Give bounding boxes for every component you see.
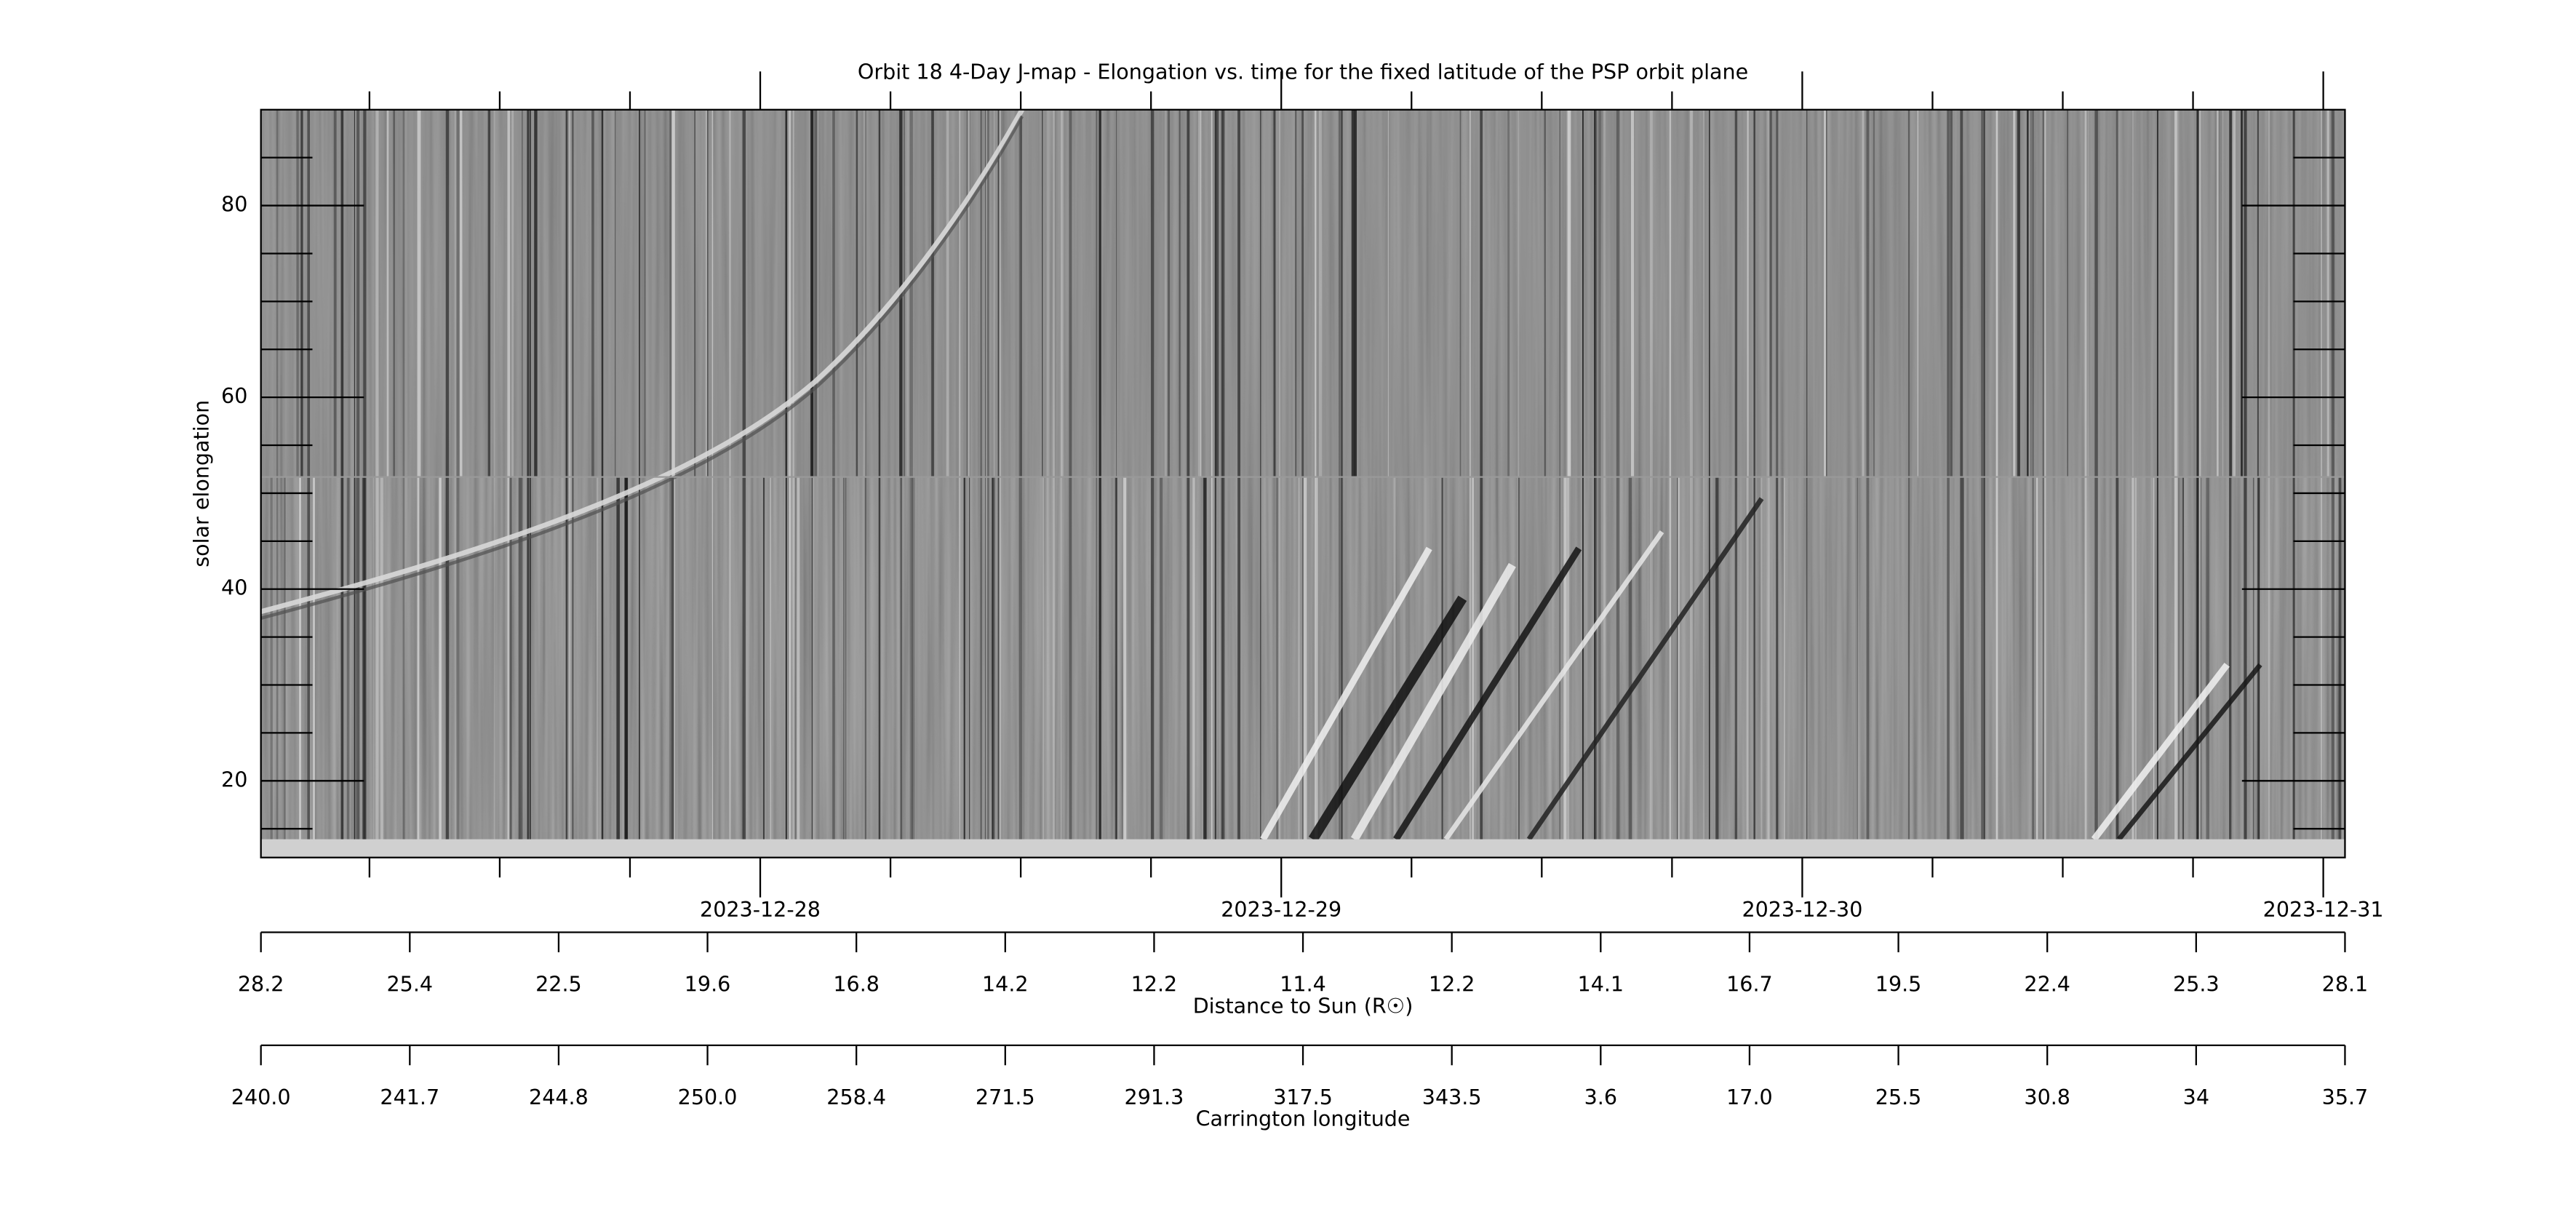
secondary-tick-label: 25.5 — [1875, 1085, 1922, 1109]
secondary-axis-label: Carrington longitude — [1196, 1107, 1411, 1131]
secondary-tick-label: 17.0 — [1726, 1085, 1773, 1109]
bright-track — [260, 109, 1024, 614]
secondary-tick-label: 14.1 — [1578, 972, 1624, 997]
secondary-tick-label: 35.7 — [2322, 1085, 2369, 1109]
secondary-tick-label: 16.7 — [1726, 972, 1773, 997]
secondary-tick-label: 3.6 — [1584, 1085, 1617, 1109]
y-tick-label: 20 — [221, 767, 247, 792]
x-tick-label: 2023-12-28 — [700, 897, 821, 922]
secondary-tick-label: 343.5 — [1422, 1085, 1482, 1109]
dark-track — [260, 115, 1024, 620]
chart-title: Orbit 18 4-Day J-map - Elongation vs. ti… — [858, 60, 1748, 84]
secondary-tick-label: 271.5 — [976, 1085, 1035, 1109]
axes: 20 40 60 80 2023-12-28 2023-12-29 2023-12-30 20… — [221, 71, 2384, 1131]
secondary-tick-label: 258.4 — [826, 1085, 886, 1109]
streaks — [270, 109, 2342, 858]
jmap-image — [260, 109, 2345, 858]
x-tick-label: 2023-12-31 — [2263, 897, 2384, 922]
secondary-tick-label: 317.5 — [1273, 1085, 1333, 1109]
secondary-tick-label: 240.0 — [231, 1085, 291, 1109]
occulter-strip — [260, 839, 2345, 858]
y-axis-label: solar elongation — [189, 400, 214, 567]
secondary-tick-label: 30.8 — [2024, 1085, 2070, 1109]
secondary-tick-label: 22.4 — [2024, 972, 2070, 997]
secondary-tick-label: 25.4 — [387, 972, 434, 997]
y-tick-label: 60 — [221, 383, 247, 408]
secondary-tick-label: 14.2 — [982, 972, 1029, 997]
secondary-tick-label: 19.6 — [685, 972, 731, 997]
secondary-axis-label: Distance to Sun (R☉) — [1193, 993, 1413, 1018]
secondary-tick-label: 11.4 — [1280, 972, 1326, 997]
secondary-tick-label: 28.1 — [2322, 972, 2369, 997]
x-tick-label: 2023-12-30 — [1742, 897, 1862, 922]
secondary-tick-label: 250.0 — [678, 1085, 738, 1109]
secondary-tick-label: 291.3 — [1125, 1085, 1184, 1109]
plot-frame — [260, 108, 2346, 858]
bright-fronts — [1260, 497, 2262, 842]
secondary-tick-label: 28.2 — [238, 972, 284, 997]
secondary-tick-label: 16.8 — [833, 972, 880, 997]
y-tick-label: 40 — [221, 575, 247, 600]
secondary-tick-label: 22.5 — [535, 972, 582, 997]
secondary-tick-label: 19.5 — [1875, 972, 1922, 997]
secondary-tick-label: 12.2 — [1429, 972, 1475, 997]
secondary-tick-label: 34 — [2183, 1085, 2209, 1109]
secondary-tick-label: 244.8 — [529, 1085, 589, 1109]
y-tick-label: 80 — [221, 192, 247, 217]
secondary-tick-label: 241.7 — [380, 1085, 439, 1109]
secondary-tick-label: 12.2 — [1131, 972, 1178, 997]
x-tick-label: 2023-12-29 — [1221, 897, 1341, 922]
secondary-tick-label: 25.3 — [2173, 972, 2220, 997]
